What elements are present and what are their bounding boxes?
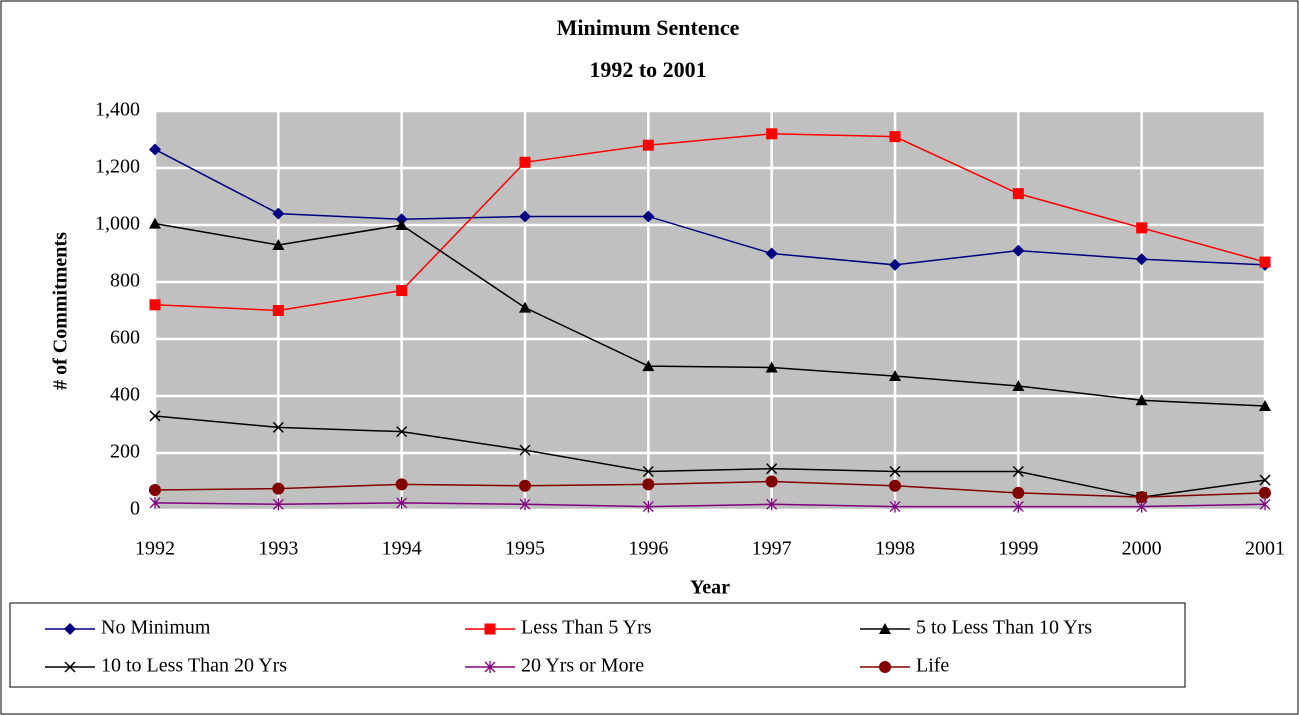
legend-label: Less Than 5 Yrs <box>521 617 652 639</box>
data-point <box>149 496 161 509</box>
data-point <box>889 258 901 271</box>
data-point <box>272 482 285 495</box>
legend-label: 5 to Less Than 10 Yrs <box>916 617 1092 639</box>
data-point <box>1135 491 1148 504</box>
data-point <box>395 478 408 491</box>
x-tick-label: 1996 <box>628 538 668 560</box>
data-point <box>396 426 408 438</box>
data-point <box>766 463 778 475</box>
data-point <box>642 465 654 478</box>
x-tick-label: 1995 <box>505 538 545 560</box>
data-point <box>149 484 161 497</box>
data-point <box>1012 465 1024 478</box>
data-point <box>395 219 408 230</box>
y-tick-label: 1,000 <box>95 213 140 235</box>
legend-label: 10 to Less Than 20 Yrs <box>101 655 287 677</box>
data-point <box>272 305 284 316</box>
x-axis-label: Year <box>690 577 730 599</box>
data-point <box>642 500 654 513</box>
data-point <box>642 360 655 372</box>
x-tick-label: 2000 <box>1122 538 1162 560</box>
data-point <box>396 496 408 509</box>
data-point <box>1135 253 1148 266</box>
data-point <box>1012 188 1024 200</box>
data-point <box>766 498 778 511</box>
data-point <box>765 247 778 260</box>
data-point <box>149 217 161 229</box>
data-point <box>642 478 655 491</box>
legend-marker <box>879 623 891 634</box>
legend-label: Life <box>916 655 949 677</box>
x-tick-label: 2001 <box>1245 538 1285 560</box>
chart-title: Minimum Sentence <box>557 15 740 40</box>
data-point <box>889 500 901 513</box>
data-point <box>1135 394 1148 406</box>
legend-marker <box>64 661 76 673</box>
plot-area <box>155 111 1265 510</box>
data-point <box>519 479 531 492</box>
series-line <box>154 222 1266 407</box>
x-tick-label: 1994 <box>382 538 422 560</box>
y-tick-label: 0 <box>130 498 140 520</box>
data-point <box>1259 498 1271 511</box>
data-point <box>1012 380 1025 392</box>
x-tick-label: 1992 <box>135 538 175 560</box>
data-point <box>1012 500 1024 513</box>
data-point <box>1136 222 1148 234</box>
data-point <box>519 210 531 223</box>
legend-marker <box>484 623 496 635</box>
y-tick-label: 1,200 <box>95 156 140 178</box>
data-point <box>519 498 531 511</box>
data-point <box>519 444 531 456</box>
series-line <box>154 480 1266 498</box>
legend-label: No Minimum <box>101 617 211 639</box>
data-point <box>149 299 161 311</box>
data-point <box>1012 486 1025 499</box>
data-point <box>765 475 778 488</box>
y-tick-label: 400 <box>110 384 140 406</box>
data-point <box>1259 256 1271 268</box>
data-point <box>149 143 161 156</box>
legend-marker <box>879 661 891 673</box>
y-tick-label: 800 <box>110 270 140 292</box>
y-axis-label: # of Commitments <box>50 232 72 390</box>
series-line <box>154 502 1266 508</box>
data-point <box>889 131 901 143</box>
chart-subtitle: 1992 to 2001 <box>589 57 706 82</box>
x-tick-label: 1999 <box>998 538 1038 560</box>
data-point <box>1259 486 1271 499</box>
data-point <box>642 210 655 223</box>
data-point <box>766 128 778 140</box>
x-tick-label: 1997 <box>752 538 792 560</box>
data-point <box>889 465 901 478</box>
data-point <box>1012 244 1025 257</box>
data-point <box>272 498 284 511</box>
series-line <box>154 133 1266 312</box>
legend-marker <box>484 661 496 673</box>
data-point <box>889 479 901 492</box>
data-point <box>765 361 778 373</box>
data-point <box>642 139 654 151</box>
data-point <box>1259 399 1271 411</box>
series-line <box>154 415 1266 498</box>
legend-label: 20 Yrs or More <box>521 655 644 677</box>
data-point <box>272 421 284 433</box>
data-point <box>272 207 285 220</box>
data-point <box>149 410 161 422</box>
series-line <box>154 148 1266 266</box>
legend-marker <box>64 623 76 635</box>
x-tick-label: 1998 <box>875 538 915 560</box>
y-tick-label: 200 <box>110 441 140 463</box>
data-point <box>519 156 531 168</box>
data-point <box>519 301 531 313</box>
data-point <box>272 238 285 250</box>
y-tick-label: 1,400 <box>95 99 140 121</box>
y-tick-label: 600 <box>110 327 140 349</box>
data-point <box>889 370 901 382</box>
data-point <box>396 285 408 297</box>
legend-box <box>9 602 1186 688</box>
data-point <box>1259 474 1271 486</box>
x-tick-label: 1993 <box>258 538 298 560</box>
